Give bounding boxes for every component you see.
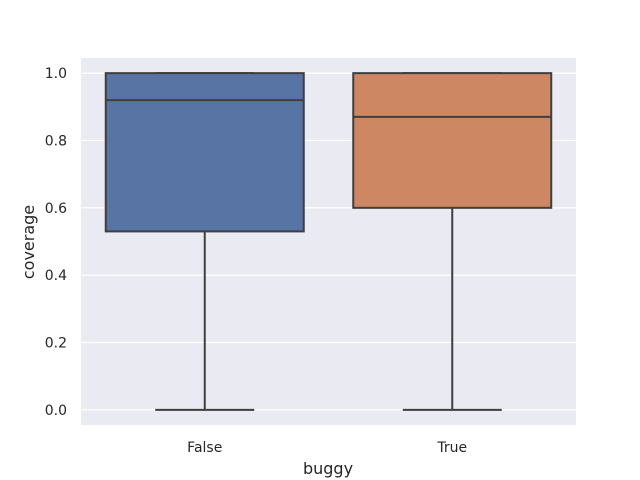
boxes (104, 72, 553, 411)
x-axis-label: buggy (303, 459, 353, 478)
box-iqr (352, 72, 553, 209)
y-tick-label: 0.0 (45, 403, 67, 419)
y-axis-label: coverage (19, 205, 38, 279)
box-iqr (104, 72, 305, 233)
box-group (352, 72, 553, 411)
box-group (104, 72, 305, 411)
x-tick-label: True (436, 440, 467, 456)
x-tick-label: False (187, 440, 222, 456)
y-tick-labels: 0.0 0.2 0.4 0.6 0.8 1.0 (45, 66, 67, 419)
x-tick-labels: False True (187, 440, 467, 456)
y-tick-label: 0.2 (45, 336, 67, 352)
y-tick-label: 0.4 (45, 268, 67, 284)
y-tick-label: 0.6 (45, 201, 67, 217)
y-tick-label: 1.0 (45, 66, 67, 82)
y-tick-label: 0.8 (45, 133, 67, 149)
